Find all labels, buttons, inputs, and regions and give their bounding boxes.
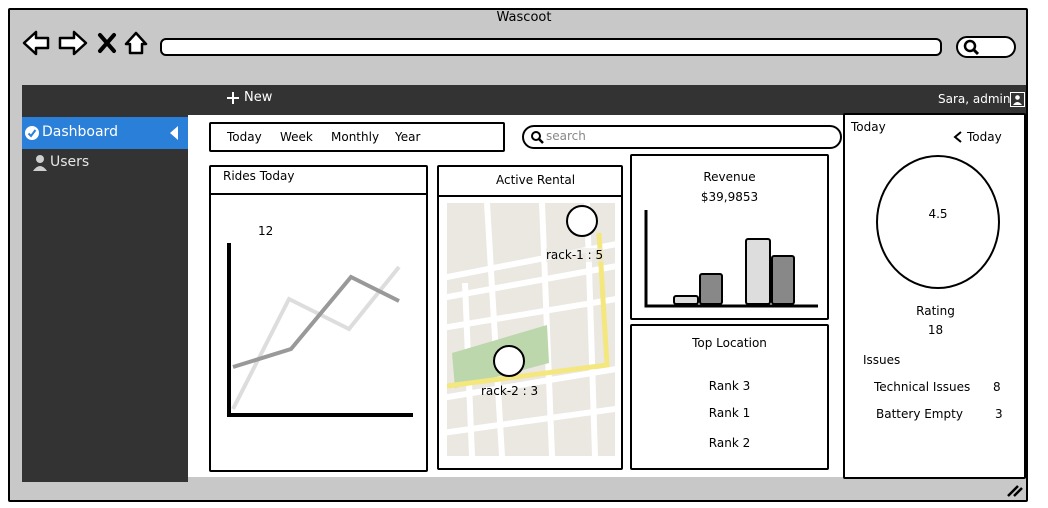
user-icon: [33, 155, 47, 171]
top-location-card: Top Location Rank 3 Rank 1 Rank 2: [630, 324, 829, 470]
active-rental-card: Active Rental rack-1 : 5 rack-2 : 3: [437, 165, 623, 470]
tab-monthly[interactable]: Monthly: [331, 130, 380, 144]
rating-gauge: 4.5: [876, 155, 1000, 289]
route-line: [447, 232, 610, 389]
card-title: Rides Today: [223, 169, 295, 183]
address-bar[interactable]: [160, 38, 942, 56]
plus-icon: [227, 91, 239, 104]
revenue-card: Revenue $39,9853: [630, 154, 829, 320]
rides-line-chart: [227, 243, 413, 417]
revenue-bar: [745, 238, 771, 305]
sidebar-item-label: Dashboard: [42, 124, 118, 140]
revenue-bar-chart: [644, 210, 818, 308]
back-arrow-icon[interactable]: [22, 30, 50, 56]
search-icon: [531, 131, 544, 144]
rating-count: 18: [927, 323, 944, 337]
period-filter: [209, 122, 505, 152]
card-title: Revenue: [703, 170, 756, 184]
revenue-bar: [673, 295, 699, 305]
revenue-bar: [771, 255, 795, 305]
card-title: Top Location: [692, 336, 767, 350]
user-icon[interactable]: [1010, 92, 1025, 107]
sidebar-item-users[interactable]: Users: [22, 150, 188, 176]
current-user-label: Sara, admin: [938, 92, 1011, 106]
forward-arrow-icon[interactable]: [58, 30, 88, 56]
issue-name: Technical Issues: [874, 380, 971, 394]
top-bar: [22, 85, 1026, 115]
sidebar: [22, 115, 188, 482]
revenue-bar: [699, 273, 723, 305]
window-title: Wascoot: [496, 10, 552, 25]
new-button-label: New: [244, 90, 273, 105]
chart-axes: [227, 243, 413, 417]
rating-label: Rating: [916, 304, 955, 318]
rides-today-card: Rides Today 12: [209, 165, 428, 472]
tab-week[interactable]: Week: [280, 130, 313, 144]
sidebar-item-label: Users: [50, 154, 90, 170]
period-nav[interactable]: Today: [953, 130, 1002, 144]
chart-axes: [644, 210, 818, 308]
search-placeholder: search: [546, 129, 586, 143]
sidebar-item-dashboard[interactable]: Dashboard: [22, 117, 188, 149]
rack-1-label: rack-1 : 5: [546, 248, 604, 262]
list-item[interactable]: Rank 2: [708, 436, 751, 450]
check-circle-icon: [25, 126, 39, 140]
rack-1-marker[interactable]: [566, 205, 598, 237]
new-button[interactable]: New: [226, 90, 272, 105]
period-nav-label: Today: [967, 130, 1002, 144]
summary-panel: Today Today 4.5 Rating 18 Issues Technic…: [843, 113, 1026, 479]
issue-name: Battery Empty: [876, 407, 963, 421]
tab-year[interactable]: Year: [395, 130, 421, 144]
card-divider: [211, 193, 426, 195]
search-input[interactable]: search: [522, 125, 842, 149]
rental-map: [447, 203, 615, 456]
card-title: Active Rental: [496, 173, 576, 187]
browser-search[interactable]: [956, 36, 1016, 58]
tab-today[interactable]: Today: [227, 130, 262, 144]
revenue-amount: $39,9853: [700, 190, 759, 204]
card-divider: [439, 195, 621, 197]
rack-2-label: rack-2 : 3: [481, 384, 539, 398]
caret-left-icon: [170, 126, 178, 140]
home-icon[interactable]: [124, 31, 148, 55]
rating-value: 4.5: [928, 207, 948, 221]
search-icon: [963, 39, 980, 56]
chart-value-label: 12: [258, 224, 274, 238]
chevron-left-icon: [953, 131, 962, 143]
line-series-dark: [232, 274, 400, 369]
issues-title: Issues: [863, 353, 901, 367]
issue-count: 8: [993, 380, 1001, 394]
resize-grip-icon[interactable]: [1006, 483, 1024, 497]
browser-nav-controls: [22, 30, 148, 56]
rack-2-marker[interactable]: [493, 345, 525, 377]
period-label: Today: [851, 120, 886, 134]
issue-count: 3: [995, 407, 1003, 421]
list-item[interactable]: Rank 3: [708, 379, 751, 393]
status-bar: [8, 477, 1028, 502]
list-item[interactable]: Rank 1: [708, 406, 751, 420]
stop-icon[interactable]: [98, 33, 116, 53]
